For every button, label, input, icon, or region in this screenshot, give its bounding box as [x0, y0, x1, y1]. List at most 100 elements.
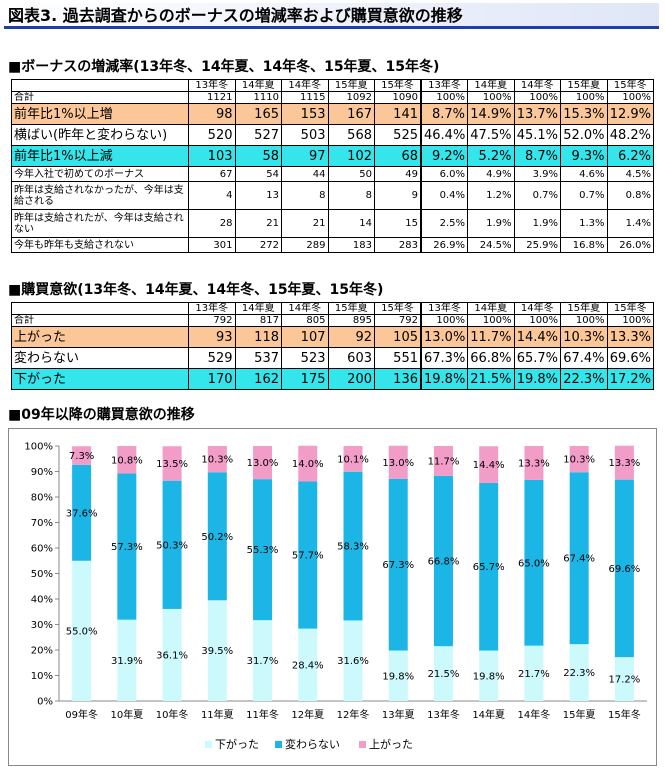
- table-cell: 100%: [513, 91, 561, 104]
- table-cell: 92: [327, 326, 375, 348]
- table-cell: 4.5%: [606, 166, 654, 182]
- row-label: 昨年は支給されなかったが、今年は支給される: [11, 181, 189, 210]
- table-cell: 47.5%: [467, 124, 515, 146]
- table-cell: 6.2%: [606, 145, 654, 167]
- legend-label: 変わらない: [285, 737, 340, 751]
- row-label: 合計: [11, 314, 189, 327]
- table-cell: 21.5%: [467, 368, 515, 390]
- y-tick-label: 70%: [31, 518, 53, 529]
- bar-segment: [117, 619, 137, 701]
- table-cell: 1.2%: [467, 181, 515, 210]
- table-cell: 49: [374, 166, 422, 182]
- page-title: 図表3. 過去調査からのボーナスの増減率および購買意欲の推移: [4, 3, 659, 29]
- table-cell: 14.4%: [513, 326, 561, 348]
- bonus-table-title: ■ボーナスの増減率(13年冬、14年夏、14年冬、15年夏、15年冬): [8, 59, 440, 75]
- table-cell: 11.7%: [467, 326, 515, 348]
- y-tick-label: 50%: [31, 569, 53, 580]
- stacked-bar-chart: 0% 10% 20% 30% 40% 50% 60% 70% 80% 90% 100% 55.0% 37…: [24, 442, 647, 751]
- bar-segment: [298, 445, 318, 482]
- data-label: 69.6%: [608, 564, 640, 575]
- legend-swatch: [205, 741, 212, 748]
- column-header: 14年冬: [281, 79, 329, 92]
- table-cell: 66.8%: [467, 347, 515, 369]
- table-cell: 44: [281, 166, 329, 182]
- table-cell: 2.5%: [420, 209, 468, 238]
- legend-swatch: [275, 741, 282, 748]
- table-cell: 568: [327, 124, 375, 146]
- bar-segment: [162, 480, 182, 609]
- data-label: 31.9%: [111, 656, 143, 667]
- table-cell: 8: [281, 181, 329, 210]
- data-label: 58.3%: [337, 542, 369, 553]
- table-cell: 13: [234, 181, 282, 210]
- data-label: 14.4%: [473, 460, 505, 471]
- bar-segment: [388, 445, 408, 479]
- row-label: 昨年は支給されたが、今年は支給されない: [11, 209, 189, 238]
- bar-segment: [433, 475, 453, 647]
- data-label: 14.0%: [292, 459, 324, 470]
- table-cell: 50: [327, 166, 375, 182]
- bar-segment: [117, 446, 137, 474]
- table-row: 合計 1121 1110 1115 1092 1090 100% 100% 100% 100% 10…: [11, 91, 654, 104]
- table-cell: 25.9%: [513, 237, 561, 253]
- table-cell: 0.7%: [560, 181, 608, 210]
- data-label: 10.3%: [201, 455, 233, 466]
- x-tick-label: 11年冬: [246, 708, 279, 721]
- data-label: 13.0%: [247, 458, 279, 469]
- table-cell: 98: [188, 103, 236, 125]
- table-cell: 1.3%: [560, 209, 608, 238]
- data-label: 22.3%: [563, 668, 595, 679]
- bar-segment: [298, 481, 318, 629]
- legend-label: 下がった: [215, 737, 259, 751]
- data-label: 10.3%: [563, 455, 595, 466]
- data-label: 11.7%: [428, 456, 460, 467]
- data-label: 37.6%: [66, 508, 98, 519]
- table-cell: 1110: [234, 91, 282, 104]
- table-row: 変わらない 529 537 523 603 551 67.3% 66.8% 65.7% 67.4%…: [11, 347, 654, 369]
- table-cell: 105: [374, 326, 422, 348]
- data-label: 65.7%: [473, 562, 505, 573]
- bar-segment: [433, 446, 453, 476]
- data-label: 55.0%: [66, 626, 98, 637]
- bar-segment: [253, 620, 273, 701]
- purchase-table-title: ■購買意欲(13年冬、14年夏、14年冬、15年夏、15年冬): [8, 282, 384, 298]
- column-header: 13年冬: [188, 302, 236, 315]
- table-cell: 69.6%: [606, 347, 654, 369]
- column-header: 14年冬: [513, 79, 561, 92]
- table-cell: 45.1%: [513, 124, 561, 146]
- table-cell: 21: [234, 209, 282, 238]
- table-cell: 4.9%: [467, 166, 515, 182]
- x-tick-label: 10年冬: [156, 708, 189, 721]
- column-header: 15年夏: [560, 79, 608, 92]
- bar-segment: [72, 560, 92, 701]
- table-cell: 19.8%: [420, 368, 468, 390]
- column-header: 14年夏: [234, 79, 282, 92]
- bar-segment: [569, 446, 589, 473]
- table-row: 横ばい(昨年と変わらない) 520 527 503 568 525 46.4% 47.5% 45…: [11, 124, 654, 146]
- table-cell: 1.9%: [467, 209, 515, 238]
- column-header: 14年冬: [513, 302, 561, 315]
- row-label: 変わらない: [11, 347, 189, 369]
- chart-frame: 0% 10% 20% 30% 40% 50% 60% 70% 80% 90% 100% 55.0% 37…: [8, 428, 657, 766]
- data-label: 7.3%: [69, 451, 94, 462]
- table-cell: 107: [281, 326, 329, 348]
- y-tick-label: 0%: [37, 697, 53, 708]
- table-cell: 1115: [281, 91, 329, 104]
- table-cell: 13.3%: [606, 326, 654, 348]
- data-label: 21.5%: [428, 669, 460, 680]
- table-header-row: 13年冬 14年夏 14年冬 15年夏 15年冬 13年冬 14年夏 14年冬 15年夏 15年冬: [11, 79, 654, 92]
- bar-segment: [569, 472, 589, 645]
- table-cell: 817: [234, 314, 282, 327]
- row-label: 前年比1%以上増: [11, 103, 189, 125]
- table-row: 昨年は支給されなかったが、今年は支給される 4 13 8 8 9 0.4% 1.2% 0.7% 0…: [11, 181, 654, 210]
- table-cell: 525: [374, 124, 422, 146]
- row-label: 下がった: [11, 368, 189, 390]
- table-cell: 537: [234, 347, 282, 369]
- row-label: 合計: [11, 91, 189, 104]
- data-label: 67.4%: [563, 554, 595, 565]
- bar-segment: [162, 446, 182, 481]
- table-cell: 153: [281, 103, 329, 125]
- bar-segment: [207, 600, 227, 701]
- table-cell: 165: [234, 103, 282, 125]
- column-header: 15年冬: [374, 79, 422, 92]
